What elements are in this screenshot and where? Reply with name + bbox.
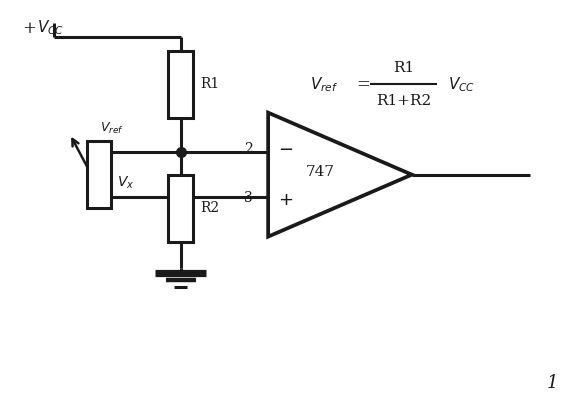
Text: $V_{CC}$: $V_{CC}$ xyxy=(37,19,65,38)
Text: 1: 1 xyxy=(547,374,558,392)
Text: $V_{CC}$: $V_{CC}$ xyxy=(448,75,475,94)
Polygon shape xyxy=(268,113,412,237)
Bar xyxy=(87,141,112,208)
Text: $-$: $-$ xyxy=(278,138,294,156)
Text: $V_x$: $V_x$ xyxy=(117,175,134,191)
Text: R2: R2 xyxy=(201,202,220,216)
Text: =: = xyxy=(357,76,370,93)
Text: 747: 747 xyxy=(306,165,335,179)
Text: $V_{ref}$: $V_{ref}$ xyxy=(100,121,124,136)
Text: +: + xyxy=(22,20,36,37)
Text: R1+R2: R1+R2 xyxy=(376,94,431,108)
Text: 3: 3 xyxy=(244,191,252,205)
Text: R1: R1 xyxy=(393,60,414,74)
Bar xyxy=(168,51,193,118)
Text: $+$: $+$ xyxy=(278,191,294,209)
Bar xyxy=(168,175,193,242)
Text: R1: R1 xyxy=(201,78,220,92)
Text: $V_{ref}$: $V_{ref}$ xyxy=(311,75,339,94)
Text: 2: 2 xyxy=(244,142,252,156)
